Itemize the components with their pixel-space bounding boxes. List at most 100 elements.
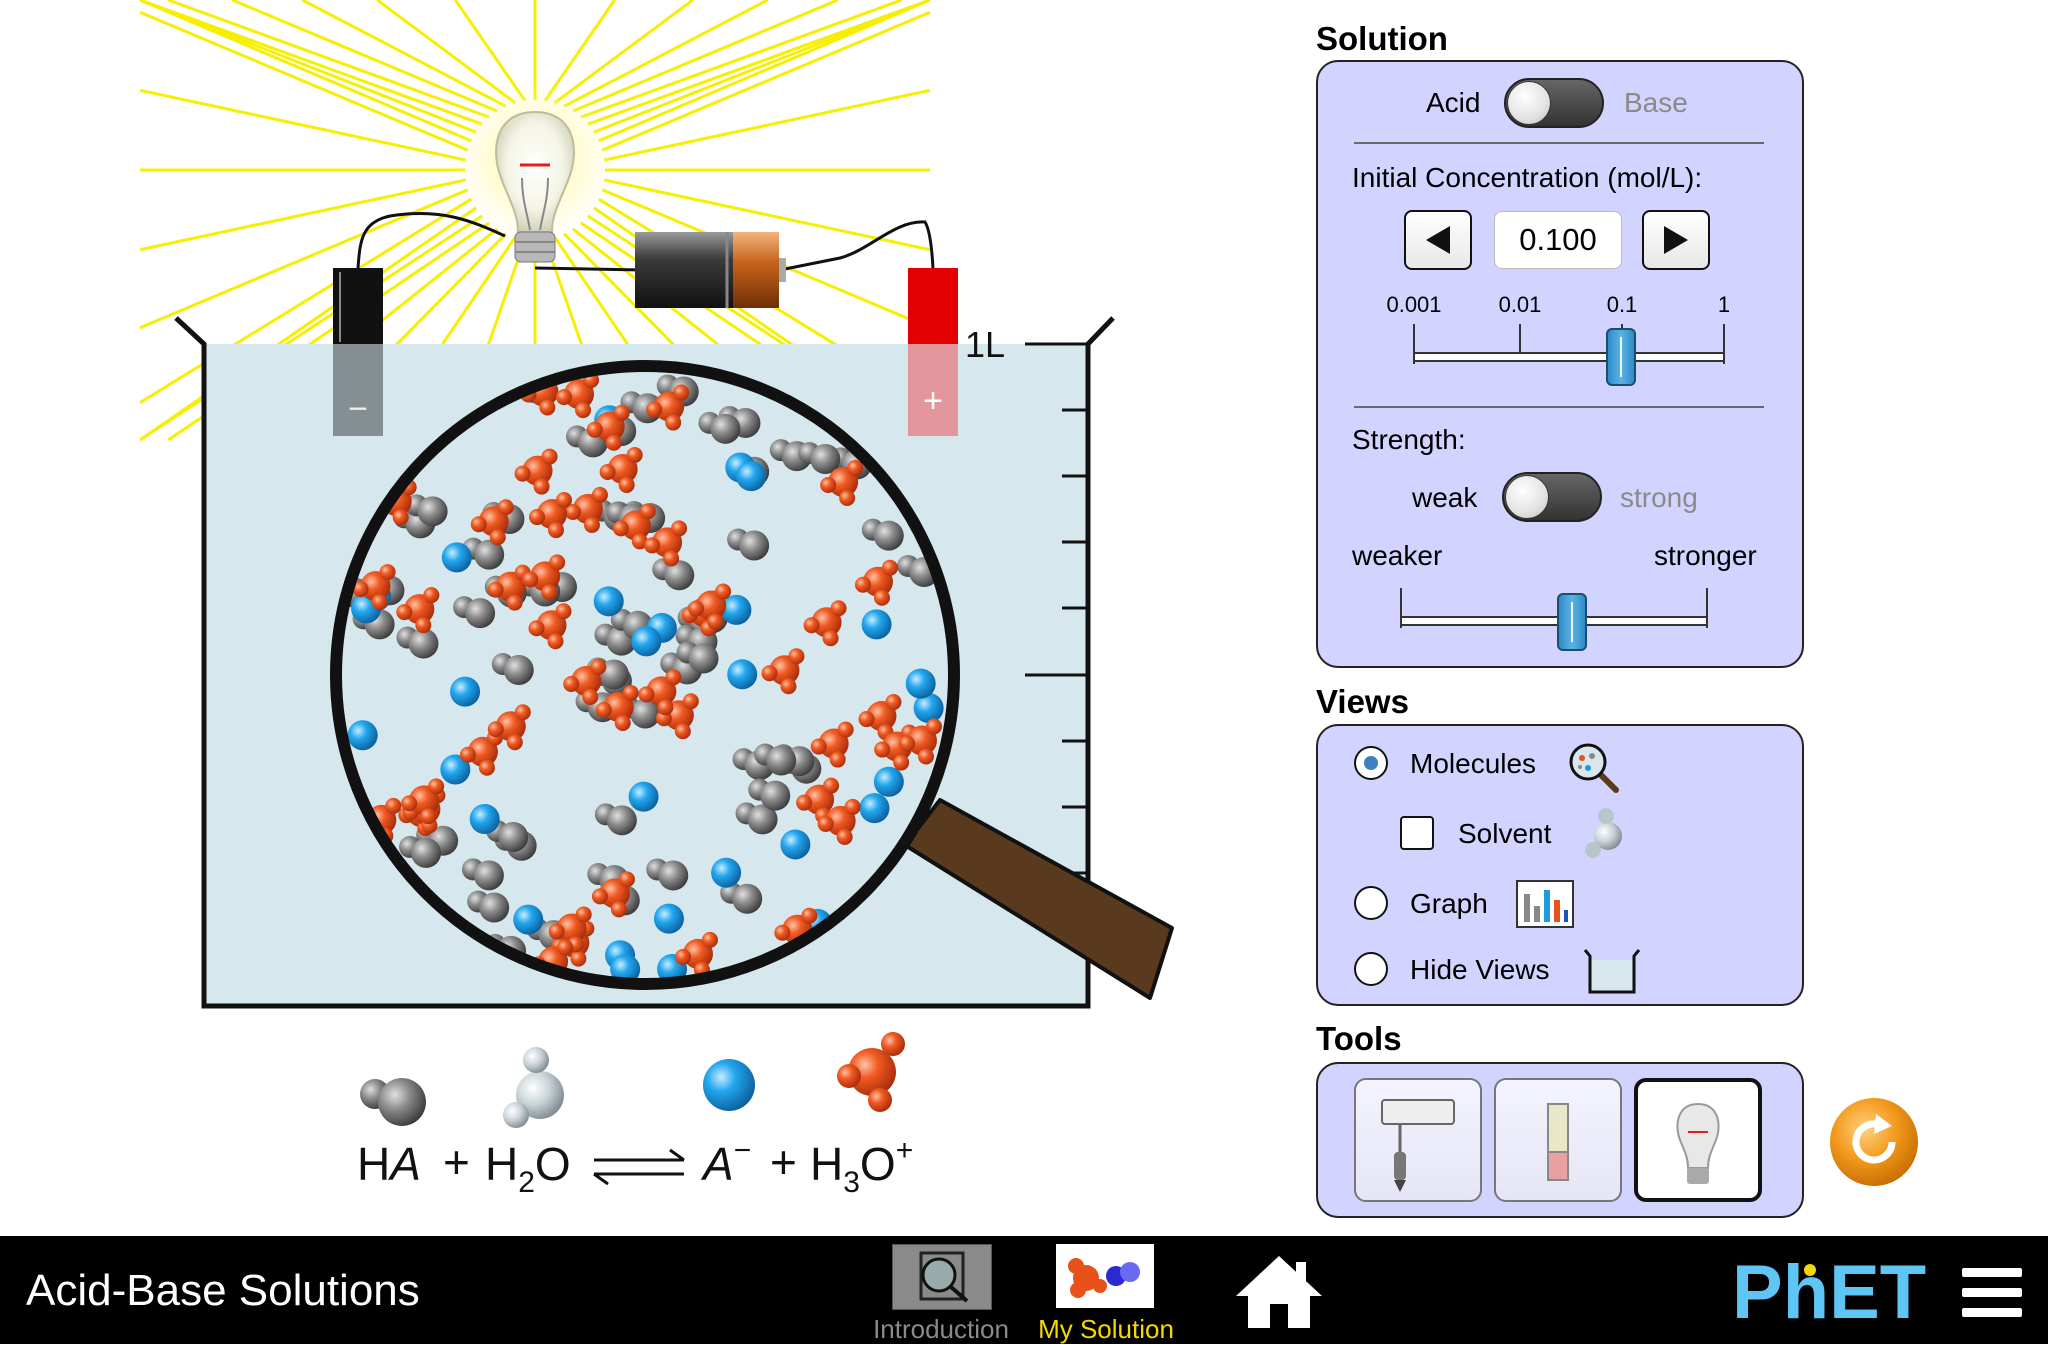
concentration-tick-3: 0.1 (1606, 292, 1638, 317)
svg-text:H3O+: H3O+ (810, 1134, 913, 1199)
concentration-tick-4: 1 (1717, 292, 1731, 317)
decrease-concentration-button[interactable] (1404, 210, 1472, 270)
hydronium-molecule (644, 520, 688, 567)
light-ray (139, 178, 467, 252)
home-button[interactable] (1232, 1252, 1326, 1332)
app-title: Acid-Base Solutions (26, 1266, 420, 1315)
increase-concentration-button[interactable] (1642, 210, 1710, 270)
reset-all-button[interactable] (1828, 1096, 1920, 1188)
light-ray (139, 197, 473, 404)
strength-vtick-min (1400, 588, 1402, 628)
molecules-radio[interactable] (1354, 746, 1388, 780)
hide-views-label[interactable]: Hide Views (1410, 954, 1550, 985)
svg-text:+: + (923, 382, 943, 420)
ph-paper-tool-button[interactable] (1494, 1078, 1622, 1202)
anion-molecule (721, 594, 752, 625)
tools-title: Tools (1316, 1020, 1402, 1057)
light-ray (231, 0, 498, 113)
light-ray (587, 0, 931, 126)
graph-radio[interactable] (1354, 886, 1388, 920)
introduction-tab-label: Introduction (873, 1314, 1009, 1344)
anion-molecule (905, 668, 936, 699)
strength-vtick-max (1706, 588, 1708, 628)
svg-text:PhET: PhET (1732, 1256, 1926, 1326)
acid-base-toggle[interactable] (1504, 78, 1604, 128)
anion-molecule (913, 692, 944, 723)
battery (635, 232, 786, 308)
menu-icon[interactable] (1962, 1268, 2022, 1318)
concentration-tick-2: 0.01 (1498, 292, 1542, 317)
beaker-outline (174, 316, 1115, 1009)
molecules-label[interactable]: Molecules (1410, 748, 1537, 779)
volume-label: 1L (965, 324, 1005, 365)
magnifier-handle[interactable] (903, 798, 1174, 1000)
solvent-checkbox[interactable] (1400, 816, 1434, 850)
concentration-slider-thumb[interactable] (1606, 328, 1637, 386)
tab-introduction[interactable]: Introduction (868, 1240, 1014, 1344)
light-ray (601, 10, 931, 152)
strength-label: Strength: (1352, 424, 1466, 455)
molecules-view (340, 370, 944, 980)
hydronium-molecule (522, 554, 566, 601)
tools-panel (1316, 1062, 1804, 1218)
ha-molecule (594, 803, 637, 836)
stronger-label: stronger (1654, 540, 1757, 571)
ha-molecule (594, 623, 637, 656)
anion-molecule (593, 586, 624, 617)
hydronium-molecule (858, 694, 902, 741)
concentration-value: 0.100 (1494, 211, 1622, 269)
light-ray (301, 0, 507, 108)
circuit-wires (356, 212, 935, 272)
anion-molecule (631, 626, 662, 657)
hydronium-molecule (564, 486, 608, 533)
concentration-vtick-1 (1413, 324, 1415, 364)
hydronium-molecule (796, 777, 840, 824)
hide-views-radio[interactable] (1354, 952, 1388, 986)
light-ray (603, 178, 931, 252)
anion-molecule (727, 659, 758, 690)
concentration-slider-track[interactable] (1413, 352, 1725, 362)
negative-electrode[interactable]: − (333, 268, 383, 436)
strength-slider-track[interactable] (1400, 616, 1708, 626)
home-icon (1236, 1256, 1322, 1328)
light-ray (553, 0, 694, 105)
solution-title: Solution (1316, 20, 1448, 57)
anion-molecule (440, 754, 471, 785)
hydronium-molecule (688, 583, 732, 630)
hydronium-molecule (459, 729, 503, 776)
light-ray (139, 0, 483, 126)
strength-slider-thumb[interactable] (1557, 593, 1588, 651)
hydronium-molecule (487, 704, 531, 751)
tab-my-solution[interactable]: My Solution (1030, 1240, 1182, 1344)
phet-logo[interactable]: PhET (1732, 1250, 1936, 1335)
hydronium-molecule (514, 448, 558, 495)
hydronium-molecule (854, 559, 898, 606)
solvent-label[interactable]: Solvent (1458, 818, 1552, 849)
ha-molecule (748, 778, 791, 811)
anion-molecule (347, 720, 378, 751)
ha-molecule (399, 835, 442, 868)
light-ray (580, 0, 903, 119)
graph-label[interactable]: Graph (1410, 888, 1488, 919)
ph-meter-tool-button[interactable] (1354, 1078, 1482, 1202)
ha-molecule (453, 596, 496, 629)
svg-text:HA: HA (357, 1138, 421, 1190)
views-panel: Molecules Solvent Graph Hide Views (1316, 724, 1804, 1006)
ha-molecule (461, 858, 504, 891)
hydronium-molecule (591, 871, 635, 918)
weak-strong-toggle[interactable] (1502, 472, 1602, 522)
hydronium-molecule (401, 778, 445, 825)
ha-molecule (676, 641, 719, 674)
conductivity-tester-tool-button[interactable] (1634, 1078, 1762, 1202)
strong-label: strong (1620, 482, 1698, 513)
ha-molecule (396, 626, 439, 659)
ph-meter-icon (1381, 1099, 1455, 1192)
svg-text:A−: A− (700, 1134, 751, 1190)
positive-electrode[interactable]: + (908, 268, 958, 436)
svg-text:H2O: H2O (485, 1138, 571, 1199)
anion-molecule (610, 954, 641, 980)
light-ray (593, 0, 931, 134)
ha-molecule (727, 528, 770, 561)
anion-molecule (628, 781, 659, 812)
navigation-bar: Acid-Base Solutions Introduction My Solu… (0, 1236, 2048, 1344)
